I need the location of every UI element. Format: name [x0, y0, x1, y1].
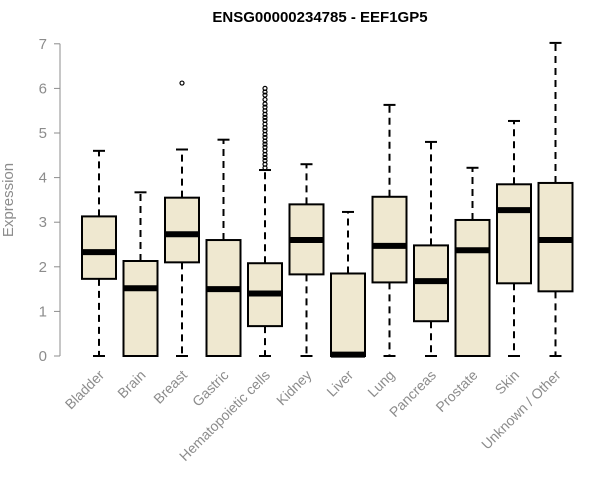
x-tick-label: Bladder — [62, 367, 108, 413]
x-tick-label: Unknown / Other — [478, 367, 564, 453]
y-tick-label: 0 — [39, 348, 47, 365]
iqr-box — [81, 215, 117, 280]
iqr-box — [454, 218, 491, 357]
outlier-point — [262, 85, 268, 92]
iqr-box — [371, 195, 408, 284]
x-tick-label: Lung — [364, 367, 397, 400]
outlier-point — [262, 96, 268, 103]
outlier-point — [262, 92, 268, 98]
box-prostate — [454, 166, 491, 357]
x-tick-label: Skin — [492, 367, 523, 398]
outlier-point — [262, 114, 268, 120]
iqr-box — [164, 196, 200, 264]
y-axis: 0 1 2 3 4 5 6 7 — [39, 36, 61, 365]
outlier-point — [262, 158, 268, 164]
box-hematopoietic-cells — [247, 85, 283, 357]
box-pancreas — [413, 140, 449, 357]
box-lung — [371, 103, 408, 357]
box-liver — [330, 210, 366, 358]
outlier-point — [262, 101, 268, 107]
x-tick-label: Brain — [114, 367, 148, 401]
box-unknown-other — [537, 41, 574, 357]
outlier-point — [262, 128, 268, 134]
box-brain — [122, 191, 159, 358]
y-axis-label: Expression — [0, 163, 17, 237]
x-tick-label: Kidney — [273, 367, 315, 409]
box-bladder — [81, 149, 117, 357]
y-tick-label: 4 — [39, 170, 47, 187]
box-breast — [164, 80, 200, 357]
chart-title: ENSG00000234785 - EEF1GP5 — [212, 9, 427, 26]
outlier-point — [262, 134, 268, 141]
y-tick-label: 7 — [39, 36, 47, 53]
x-tick-label: Breast — [150, 367, 190, 407]
box-gastric — [205, 138, 242, 357]
outlier-point — [179, 80, 185, 86]
y-tick-label: 6 — [39, 80, 47, 97]
outlier-point — [262, 141, 268, 147]
box-kidney — [288, 163, 325, 357]
iqr-box — [496, 183, 532, 285]
x-tick-label: Liver — [323, 367, 356, 400]
outlier-point — [262, 144, 268, 150]
outlier-point — [262, 117, 268, 124]
y-tick-label: 3 — [39, 214, 47, 231]
iqr-box — [330, 272, 366, 357]
iqr-box — [205, 239, 242, 357]
y-tick-label: 2 — [39, 259, 47, 276]
boxes-layer — [81, 41, 574, 358]
iqr-box — [122, 260, 159, 358]
outlier-point — [262, 104, 268, 110]
x-tick-label: Prostate — [432, 367, 480, 415]
y-tick-label: 1 — [39, 303, 47, 320]
box-skin — [496, 119, 532, 357]
outlier-point — [262, 154, 268, 161]
y-tick-label: 5 — [39, 125, 47, 142]
